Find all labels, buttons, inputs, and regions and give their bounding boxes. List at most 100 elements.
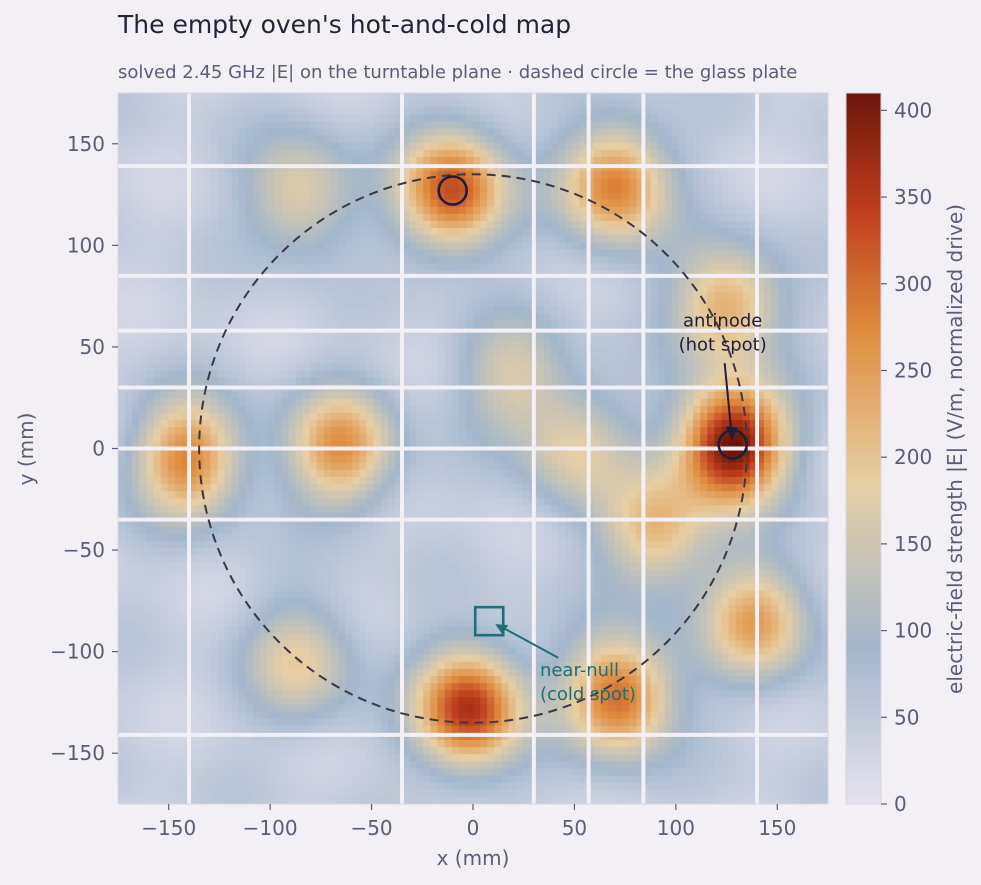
heatmap-cell: [132, 100, 140, 108]
heatmap-cell: [167, 199, 176, 208]
heatmap-cell: [295, 220, 304, 229]
heatmap-cell: [181, 612, 190, 620]
heatmap-cell: [196, 206, 204, 215]
heatmap-cell: [402, 533, 410, 542]
heatmap-cell: [430, 434, 439, 442]
heatmap-cell: [302, 512, 311, 521]
heatmap-cell: [167, 441, 176, 450]
heatmap-cell: [380, 277, 389, 286]
heatmap-cell: [181, 498, 190, 506]
heatmap-cell: [125, 676, 133, 684]
heatmap-cell: [153, 526, 162, 535]
heatmap-cell: [352, 121, 360, 130]
heatmap-cell: [196, 597, 204, 606]
heatmap-cell: [430, 526, 439, 535]
heatmap-cell: [252, 135, 261, 144]
heatmap-cell: [451, 114, 460, 123]
heatmap-cell: [380, 768, 389, 777]
heatmap-cell: [387, 256, 396, 265]
heatmap-cell: [231, 540, 240, 549]
heatmap-cell: [260, 761, 268, 770]
heatmap-cell: [345, 441, 353, 450]
heatmap-cell: [416, 341, 424, 350]
heatmap-cell: [295, 498, 304, 506]
heatmap-cell: [430, 405, 439, 414]
heatmap-cell: [451, 640, 460, 649]
heatmap-cell: [416, 370, 424, 378]
heatmap-cell: [231, 398, 240, 407]
heatmap-cell: [409, 548, 417, 556]
heatmap-cell: [160, 612, 169, 620]
heatmap-cell: [430, 498, 439, 506]
heatmap-cell: [387, 569, 396, 578]
heatmap-cell: [373, 363, 382, 371]
heatmap-cell: [224, 156, 233, 165]
heatmap-cell: [281, 178, 289, 187]
heatmap-cell: [132, 228, 140, 236]
heatmap-cell: [252, 114, 261, 123]
heatmap-cell: [125, 782, 133, 791]
heatmap-cell: [167, 540, 176, 549]
heatmap-cell: [430, 597, 439, 606]
heatmap-cell: [366, 562, 375, 570]
heatmap-cell: [181, 683, 190, 691]
heatmap-cell: [174, 299, 183, 307]
heatmap-cell: [210, 704, 218, 713]
heatmap-cell: [373, 256, 382, 265]
heatmap-cell: [267, 306, 275, 315]
heatmap-cell: [387, 754, 396, 762]
heatmap-cell: [274, 192, 282, 201]
heatmap-cell: [281, 796, 289, 804]
heatmap-cell: [430, 768, 439, 777]
heatmap-cell: [430, 462, 439, 471]
heatmap-cell: [366, 526, 375, 535]
heatmap-cell: [387, 228, 396, 236]
heatmap-cell: [437, 149, 446, 158]
heatmap-cell: [174, 711, 183, 720]
heatmap-cell: [217, 249, 226, 258]
heatmap-cell: [394, 711, 403, 720]
heatmap-cell: [217, 313, 226, 322]
heatmap-cell: [153, 391, 162, 400]
heatmap-cell: [352, 256, 360, 265]
heatmap-cell: [380, 242, 389, 251]
heatmap-cell: [295, 583, 304, 592]
heatmap-cell: [267, 213, 275, 222]
heatmap-cell: [281, 306, 289, 315]
heatmap-cell: [245, 114, 254, 123]
heatmap-cell: [331, 405, 339, 414]
heatmap-cell: [118, 149, 126, 158]
heatmap-cell: [402, 633, 410, 642]
heatmap-cell: [203, 235, 211, 243]
heatmap-cell: [373, 789, 382, 798]
heatmap-cell: [295, 526, 304, 535]
heatmap-cell: [174, 533, 183, 542]
heatmap-cell: [373, 235, 382, 243]
heatmap-cell: [437, 718, 446, 727]
heatmap-cell: [359, 341, 368, 350]
chart-subtitle: solved 2.45 GHz |E| on the turntable pla…: [118, 62, 798, 83]
heatmap-cell: [118, 100, 126, 108]
heatmap-cell: [174, 626, 183, 634]
heatmap-cell: [345, 697, 353, 706]
heatmap-cell: [139, 604, 147, 613]
heatmap-cell: [444, 121, 453, 130]
heatmap-cell: [196, 213, 204, 222]
heatmap-cell: [359, 363, 368, 371]
heatmap-cell: [231, 647, 240, 656]
heatmap-cell: [352, 213, 360, 222]
heatmap-cell: [302, 135, 311, 144]
heatmap-cell: [231, 299, 240, 307]
heatmap-cell: [444, 100, 453, 108]
heatmap-cell: [118, 441, 126, 450]
heatmap-cell: [288, 455, 297, 464]
heatmap-cell: [387, 690, 396, 698]
heatmap-cell: [125, 796, 133, 804]
heatmap-cell: [139, 363, 147, 371]
heatmap-cell: [125, 590, 133, 599]
heatmap-cell: [451, 526, 460, 535]
heatmap-cell: [274, 220, 282, 229]
heatmap-cell: [125, 469, 133, 478]
heatmap-cell: [118, 142, 126, 151]
heatmap-cell: [281, 476, 289, 485]
